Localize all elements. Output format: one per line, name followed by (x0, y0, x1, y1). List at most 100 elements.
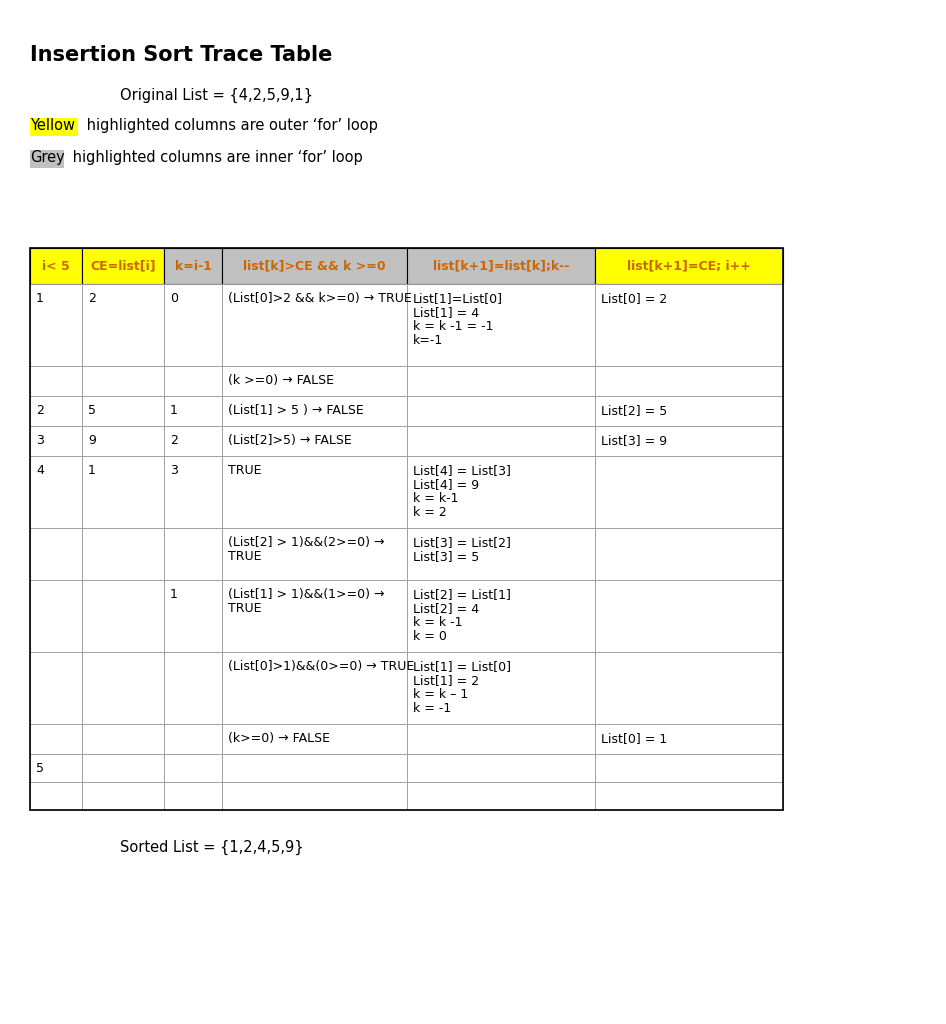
Bar (407, 284, 595, 366)
Bar (82, 456, 164, 528)
Bar (222, 366, 407, 396)
Text: 3: 3 (36, 434, 44, 447)
Text: List[1] = 2: List[1] = 2 (413, 674, 479, 687)
Bar (595, 754, 783, 782)
Text: List[4] = 9: List[4] = 9 (413, 478, 479, 490)
Text: list[k]>CE && k >=0: list[k]>CE && k >=0 (243, 259, 386, 272)
Bar (30, 284, 82, 366)
Text: TRUE: TRUE (228, 602, 261, 615)
Text: Grey: Grey (30, 150, 64, 165)
Text: List[3] = 5: List[3] = 5 (413, 550, 480, 563)
Bar (164, 284, 222, 366)
Bar (595, 456, 783, 528)
Bar (595, 396, 783, 426)
Bar (222, 456, 407, 528)
Bar (407, 782, 595, 810)
Text: 9: 9 (88, 434, 96, 447)
Bar (595, 366, 783, 396)
Bar (222, 396, 407, 426)
Bar (407, 396, 595, 426)
Text: 1: 1 (170, 404, 178, 417)
Bar (82, 782, 164, 810)
Bar (30, 248, 82, 284)
Text: List[1] = List[0]: List[1] = List[0] (413, 660, 511, 673)
Text: List[3] = List[2]: List[3] = List[2] (413, 536, 511, 549)
Text: (k>=0) → FALSE: (k>=0) → FALSE (228, 732, 330, 745)
Bar (222, 782, 407, 810)
Bar (30, 782, 82, 810)
Bar (595, 724, 783, 754)
Bar (164, 396, 222, 426)
Text: k = -1: k = -1 (413, 702, 451, 715)
Bar (82, 396, 164, 426)
Bar (164, 724, 222, 754)
Bar (222, 248, 407, 284)
Text: List[2] = 4: List[2] = 4 (413, 602, 479, 615)
Text: (List[0]>2 && k>=0) → TRUE: (List[0]>2 && k>=0) → TRUE (228, 292, 412, 305)
Text: 3: 3 (170, 464, 178, 477)
Text: 1: 1 (36, 292, 44, 305)
Text: 2: 2 (88, 292, 96, 305)
Bar (407, 652, 595, 724)
Bar (30, 396, 82, 426)
Text: (k >=0) → FALSE: (k >=0) → FALSE (228, 374, 334, 387)
Text: k=i-1: k=i-1 (175, 259, 212, 272)
Text: List[2] = 5: List[2] = 5 (601, 404, 667, 417)
Bar (407, 724, 595, 754)
Text: 5: 5 (88, 404, 96, 417)
Bar (30, 150, 64, 168)
Text: List[0] = 2: List[0] = 2 (601, 292, 667, 305)
Bar (30, 754, 82, 782)
Text: 2: 2 (36, 404, 44, 417)
Text: List[2] = List[1]: List[2] = List[1] (413, 588, 511, 601)
Bar (595, 426, 783, 456)
Text: highlighted columns are outer ‘for’ loop: highlighted columns are outer ‘for’ loop (82, 118, 377, 133)
Bar (82, 366, 164, 396)
Text: k = k – 1: k = k – 1 (413, 688, 468, 701)
Text: highlighted columns are inner ‘for’ loop: highlighted columns are inner ‘for’ loop (68, 150, 362, 165)
Bar (164, 456, 222, 528)
Bar (30, 118, 78, 136)
Text: TRUE: TRUE (228, 464, 261, 477)
Bar (407, 528, 595, 580)
Bar (30, 528, 82, 580)
Text: Yellow: Yellow (30, 118, 75, 133)
Text: list[k+1]=list[k];k--: list[k+1]=list[k];k-- (432, 259, 569, 272)
Text: k = k -1: k = k -1 (413, 616, 463, 629)
Bar (30, 456, 82, 528)
Bar (82, 754, 164, 782)
Text: k = k -1 = -1: k = k -1 = -1 (413, 319, 494, 333)
Bar (82, 580, 164, 652)
Text: 2: 2 (170, 434, 178, 447)
Bar (222, 580, 407, 652)
Text: i< 5: i< 5 (43, 259, 70, 272)
Text: k = k-1: k = k-1 (413, 492, 459, 505)
Text: k = 2: k = 2 (413, 506, 447, 519)
Text: 5: 5 (36, 762, 44, 775)
Text: 0: 0 (170, 292, 178, 305)
Text: List[1]=List[0]: List[1]=List[0] (413, 292, 503, 305)
Text: 1: 1 (88, 464, 96, 477)
Bar (30, 724, 82, 754)
Bar (222, 426, 407, 456)
Text: (List[1] > 5 ) → FALSE: (List[1] > 5 ) → FALSE (228, 404, 364, 417)
Bar (222, 754, 407, 782)
Text: k = 0: k = 0 (413, 630, 447, 643)
Text: (List[2] > 1)&&(2>=0) →: (List[2] > 1)&&(2>=0) → (228, 536, 384, 549)
Bar (222, 652, 407, 724)
Text: (List[1] > 1)&&(1>=0) →: (List[1] > 1)&&(1>=0) → (228, 588, 384, 601)
Bar (222, 724, 407, 754)
Bar (164, 652, 222, 724)
Bar (30, 366, 82, 396)
Bar (407, 366, 595, 396)
Bar (595, 284, 783, 366)
Text: TRUE: TRUE (228, 550, 261, 563)
Bar (82, 248, 164, 284)
Bar (82, 652, 164, 724)
Text: 1: 1 (170, 588, 178, 601)
Bar (407, 456, 595, 528)
Bar (30, 426, 82, 456)
Text: Sorted List = {1,2,4,5,9}: Sorted List = {1,2,4,5,9} (120, 840, 304, 855)
Text: CE=list[i]: CE=list[i] (90, 259, 156, 272)
Bar (164, 366, 222, 396)
